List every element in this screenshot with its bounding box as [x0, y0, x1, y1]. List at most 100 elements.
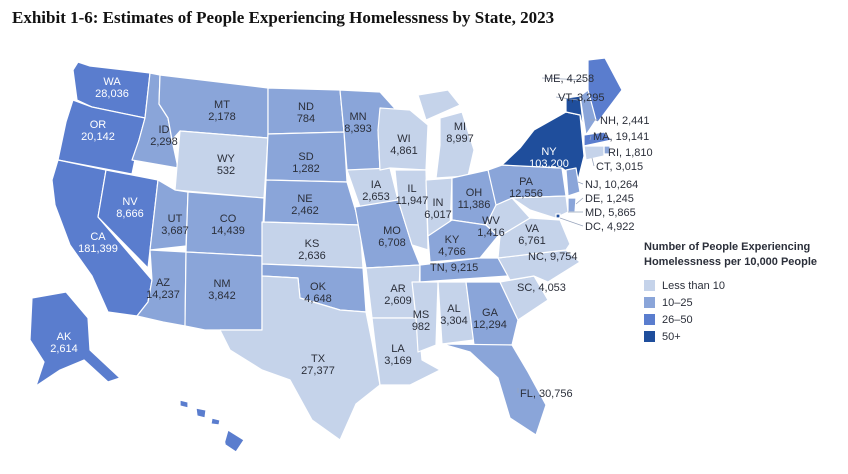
callout-label-nj: NJ, 10,264: [585, 179, 638, 191]
callout-label-vt: VT, 3,295: [558, 92, 604, 104]
state-shapes: [29, 57, 623, 453]
state-value-ia: 2,653: [362, 191, 390, 203]
callout-leader-ct: [591, 157, 595, 167]
state-ga: [465, 281, 519, 346]
chart-title: Exhibit 1-6: Estimates of People Experie…: [12, 8, 555, 27]
state-il: [394, 169, 429, 251]
state-abbr-nv: NV: [122, 196, 138, 208]
state-mo: [354, 199, 421, 269]
callout-label-ma: MA, 19,141: [593, 131, 649, 143]
state-abbr-la: LA: [391, 343, 405, 355]
state-abbr-ne: NE: [297, 193, 312, 205]
legend-item-26-50: 26–50: [644, 311, 840, 328]
legend-item-50-plus: 50+: [644, 328, 840, 345]
callout-label-nc: NC, 9,754: [528, 251, 578, 263]
legend-item-10-25: 10–25: [644, 294, 840, 311]
state-abbr-ak: AK: [57, 331, 72, 343]
callout-labels: ME, 4,258 VT, 3,295 NH, 2,441 MA, 19,141 RI,…: [430, 73, 653, 400]
state-value-pa: 12,556: [509, 188, 543, 200]
state-nv: [97, 169, 159, 269]
callout-label-ri: RI, 1,810: [608, 147, 653, 159]
state-value-oh: 11,386: [458, 199, 491, 211]
state-abbr-hi: HI: [216, 441, 227, 453]
callout-label-md: MD, 5,865: [585, 207, 636, 219]
state-abbr-ok: OK: [310, 281, 327, 293]
state-abbr-ga: GA: [482, 307, 499, 319]
state-value-mn: 8,393: [344, 123, 372, 135]
state-abbr-co: CO: [220, 213, 237, 225]
state-abbr-pa: PA: [519, 176, 534, 188]
state-value-wy: 532: [217, 165, 235, 177]
callout-leader-dc: [559, 217, 584, 227]
state-value-ca: 181,399: [78, 243, 118, 255]
state-de: [567, 197, 577, 213]
state-abbr-oh: OH: [466, 187, 483, 199]
legend: Number of People Experiencing Homelessne…: [644, 240, 840, 345]
state-value-mi: 8,997: [446, 133, 474, 145]
legend-label: 26–50: [662, 313, 693, 326]
state-value-tx: 27,377: [301, 365, 335, 377]
state-value-ne: 2,462: [291, 205, 319, 217]
state-value-va: 6,761: [518, 235, 546, 247]
state-md: [511, 195, 569, 219]
state-value-ny: 103,200: [529, 158, 569, 170]
state-value-mo: 6,708: [378, 237, 406, 249]
state-abbr-az: AZ: [156, 277, 170, 289]
state-value-ga: 12,294: [473, 319, 507, 331]
state-value-ar: 2,609: [384, 295, 412, 307]
state-abbr-tx: TX: [311, 353, 326, 365]
callout-leader-de: [575, 197, 584, 205]
callout-label-dc: DC, 4,922: [585, 221, 635, 233]
state-value-ky: 4,766: [438, 246, 466, 258]
state-abbr-wi: WI: [397, 133, 410, 145]
callout-label-de: DE, 1,245: [585, 193, 634, 205]
state-value-mt: 2,178: [208, 111, 236, 123]
state-ct: [583, 145, 605, 161]
state-abbr-nm: NM: [213, 278, 230, 290]
state-value-wv: 1,416: [477, 227, 505, 239]
state-tx: [219, 275, 381, 441]
state-ms: [411, 281, 439, 353]
legend-item-less-than-10: Less than 10: [644, 277, 840, 294]
state-abbr-mn: MN: [349, 111, 366, 123]
state-abbr-mo: MO: [383, 225, 401, 237]
state-value-ms: 982: [412, 321, 430, 333]
callout-label-ct: CT, 3,015: [596, 161, 643, 173]
callout-label-fl: FL, 30,756: [520, 388, 573, 400]
state-value-ut: 3,687: [161, 225, 189, 237]
state-value-hi: 6,223: [207, 453, 235, 465]
state-nj: [565, 167, 581, 197]
state-value-sd: 1,282: [292, 163, 320, 175]
callout-leader-vt: [555, 96, 579, 101]
state-vt: [565, 95, 585, 133]
state-fl: [441, 343, 547, 436]
state-abbr-ut: UT: [168, 213, 183, 225]
callout-label-nh: NH, 2,441: [600, 115, 650, 127]
state-wi: [377, 107, 429, 171]
state-abbr-id: ID: [159, 124, 170, 136]
state-abbr-ks: KS: [305, 238, 320, 250]
state-value-or: 20,142: [81, 131, 115, 143]
state-value-il: 11,947: [396, 195, 429, 207]
callout-leader-me: [541, 77, 586, 81]
legend-title-line1: Number of People Experiencing: [644, 241, 811, 253]
state-abbr-wy: WY: [217, 153, 235, 165]
callout-label-tn: TN, 9,215: [430, 262, 478, 274]
legend-title: Number of People Experiencing Homelessne…: [644, 240, 840, 270]
state-ak: [29, 291, 121, 387]
callout-leader-nj: [577, 181, 584, 185]
state-value-wi: 4,861: [390, 145, 418, 157]
state-abbr-ar: AR: [390, 283, 405, 295]
state-abbr-il: IL: [407, 183, 416, 195]
state-abbr-nd: ND: [298, 101, 314, 113]
legend-label: 50+: [662, 330, 681, 343]
state-value-co: 14,439: [211, 225, 245, 237]
state-abbr-wv: WV: [482, 215, 500, 227]
state-abbr-ia: IA: [371, 179, 382, 191]
state-value-nm: 3,842: [208, 290, 236, 302]
legend-swatch: [644, 297, 655, 308]
state-value-az: 14,237: [146, 289, 180, 301]
state-abbr-ny: NY: [541, 146, 557, 158]
